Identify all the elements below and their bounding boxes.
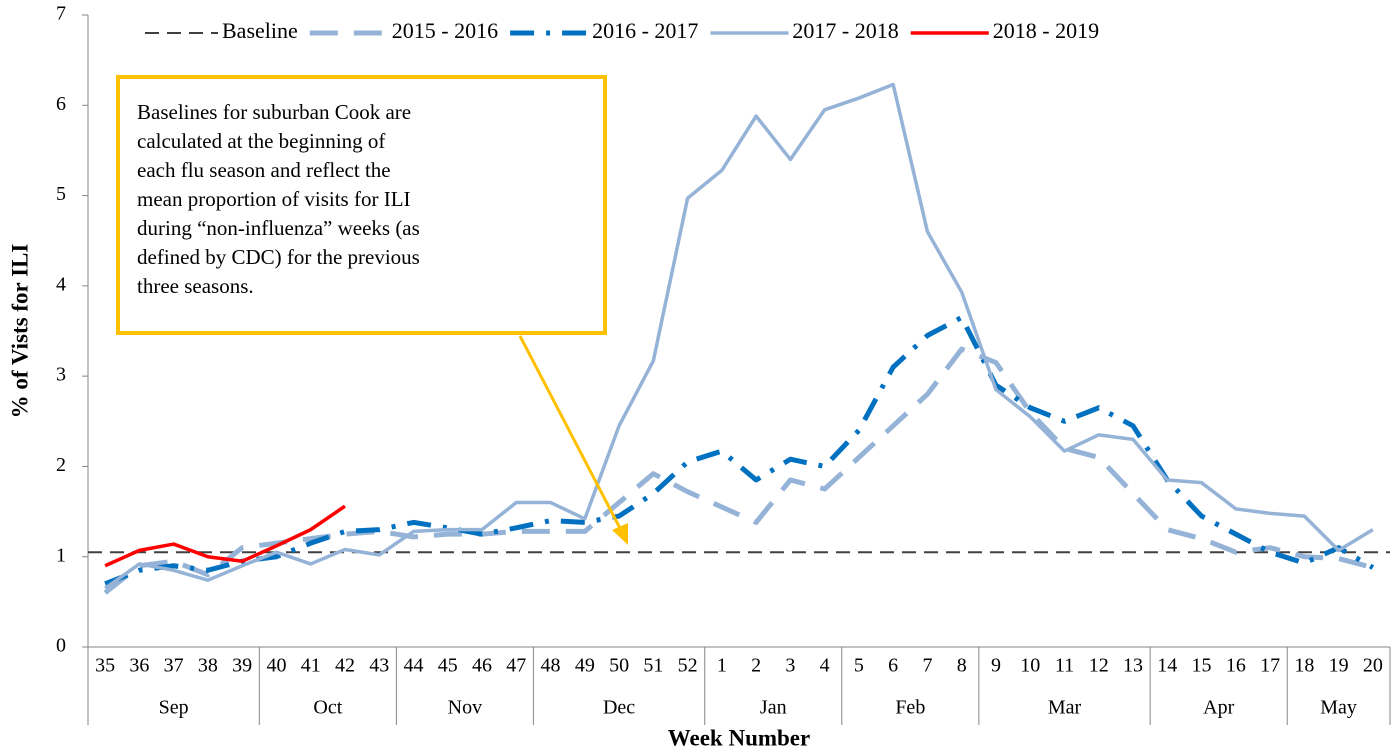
x-tick-label: 35 — [95, 655, 115, 677]
x-tick-label: 43 — [369, 655, 389, 677]
x-tick-label: 39 — [232, 655, 252, 677]
x-tick-label: 15 — [1192, 655, 1212, 677]
x-tick-label: 10 — [1020, 655, 1040, 677]
series-line — [104, 504, 346, 568]
x-tick-label: 5 — [854, 655, 864, 677]
x-tick-label: 52 — [678, 655, 698, 677]
y-tick-label: 0 — [56, 635, 66, 657]
y-tick-label: 5 — [56, 183, 66, 205]
legend-label: Baseline — [222, 18, 298, 43]
x-tick-label: 41 — [301, 655, 321, 677]
y-tick-label: 1 — [56, 544, 66, 566]
annotation-text: during “non-influenza” weeks (as — [137, 216, 420, 240]
x-tick-label: 49 — [575, 655, 595, 677]
legend-label: 2018 - 2019 — [993, 18, 1099, 43]
x-tick-label: 6 — [888, 655, 898, 677]
x-tick-label: 20 — [1363, 655, 1383, 677]
x-tick-label: 45 — [438, 655, 458, 677]
x-group-label: Mar — [1048, 697, 1082, 719]
y-tick-label: 6 — [56, 93, 66, 115]
x-tick-label: 48 — [541, 655, 561, 677]
x-tick-label: 11 — [1055, 655, 1074, 677]
x-tick-label: 37 — [164, 655, 184, 677]
x-tick-label: 8 — [957, 655, 967, 677]
x-axis-title: Week Number — [668, 725, 810, 750]
annotation-text: calculated at the beginning of — [137, 129, 385, 153]
x-tick-label: 42 — [335, 655, 355, 677]
y-tick-label: 3 — [56, 364, 66, 386]
x-group-label: Oct — [313, 697, 342, 719]
x-tick-label: 7 — [922, 655, 932, 677]
x-tick-label: 19 — [1329, 655, 1349, 677]
annotation-arrowhead — [612, 523, 628, 545]
x-tick-label: 36 — [129, 655, 149, 677]
legend-label: 2016 - 2017 — [592, 18, 698, 43]
x-tick-label: 4 — [820, 655, 830, 677]
annotation-box — [116, 75, 607, 335]
annotation-text: each flu season and reflect the — [137, 158, 391, 182]
x-tick-label: 13 — [1123, 655, 1143, 677]
x-tick-label: 51 — [643, 655, 663, 677]
x-tick-label: 44 — [404, 655, 424, 677]
annotation-text: three seasons. — [137, 274, 254, 298]
x-group-label: Feb — [895, 697, 925, 719]
annotation-text: Baselines for suburban Cook are — [137, 100, 411, 124]
x-group-label: Dec — [603, 697, 635, 719]
x-tick-label: 14 — [1157, 655, 1177, 677]
x-tick-label: 1 — [717, 655, 727, 677]
x-tick-label: 50 — [609, 655, 629, 677]
annotation-text: mean proportion of visits for ILI — [137, 187, 411, 211]
y-tick-label: 7 — [56, 3, 66, 25]
annotation-arrow — [518, 335, 624, 533]
x-tick-label: 17 — [1260, 655, 1280, 677]
legend-label: 2017 - 2018 — [792, 18, 898, 43]
x-tick-label: 18 — [1294, 655, 1314, 677]
y-axis-title: % of Vists for ILI — [7, 244, 32, 419]
x-tick-label: 38 — [198, 655, 218, 677]
annotation-text: defined by CDC) for the previous — [137, 245, 420, 269]
series-line — [104, 82, 1374, 590]
series-line — [104, 314, 1375, 587]
x-tick-label: 9 — [991, 655, 1001, 677]
legend-label: 2015 - 2016 — [392, 18, 498, 43]
x-tick-label: 2 — [751, 655, 761, 677]
x-tick-label: 16 — [1226, 655, 1246, 677]
y-tick-label: 2 — [56, 454, 66, 476]
x-tick-label: 12 — [1089, 655, 1109, 677]
x-group-label: Sep — [159, 697, 189, 719]
x-group-label: Apr — [1203, 697, 1234, 719]
annotation: Baselines for suburban Cook are calculate… — [116, 75, 628, 545]
x-tick-label: 40 — [266, 655, 286, 677]
y-tick-label: 4 — [56, 273, 66, 295]
x-tick-label: 3 — [785, 655, 795, 677]
x-group-label: Jan — [760, 697, 787, 719]
series-line — [103, 346, 1374, 595]
x-group-label: Nov — [448, 697, 482, 719]
x-tick-label: 47 — [506, 655, 526, 677]
x-group-label: May — [1320, 697, 1357, 719]
x-tick-label: 46 — [472, 655, 492, 677]
